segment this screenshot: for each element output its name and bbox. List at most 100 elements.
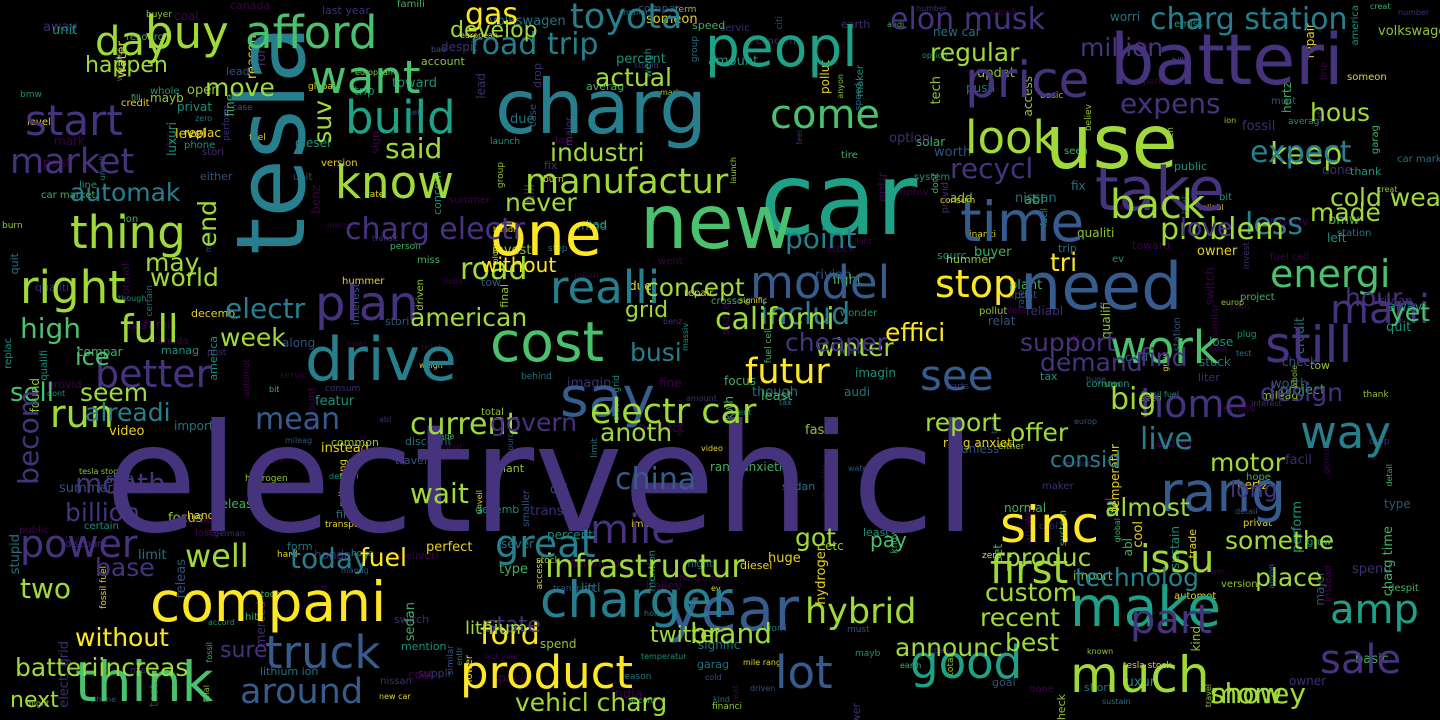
filler-word: either	[998, 442, 1025, 452]
filler-word: wonder	[840, 308, 878, 319]
filler-word: check	[1055, 694, 1068, 720]
word: build	[345, 91, 456, 144]
filler-word: fix	[544, 159, 558, 172]
word: produc	[1005, 543, 1092, 572]
word: use	[1045, 98, 1178, 186]
word: stop	[935, 262, 1018, 306]
word: american	[410, 303, 528, 332]
filler-word: last year	[484, 652, 519, 661]
filler-word: import	[1073, 569, 1113, 583]
word: issu	[1140, 537, 1215, 581]
filler-word: due	[510, 112, 535, 127]
word: recycl	[950, 152, 1034, 185]
word: californi	[715, 302, 835, 337]
filler-word: mention	[401, 640, 447, 653]
word: cost	[490, 310, 605, 374]
filler-word: solar	[916, 135, 946, 149]
filler-word: post	[43, 156, 72, 171]
filler-word: decemb	[475, 503, 520, 516]
filler-word: deliveri	[398, 549, 439, 562]
filler-word: launch	[490, 137, 521, 147]
filler-word: concern	[756, 36, 796, 47]
word: without	[481, 253, 557, 277]
word: buy	[145, 6, 229, 59]
filler-word: cool	[1039, 522, 1058, 532]
filler-word: bit	[269, 385, 280, 394]
word: great	[495, 522, 596, 566]
filler-word: weigh	[419, 361, 443, 370]
filler-word: amount	[708, 54, 759, 69]
filler-word: discount	[65, 539, 108, 550]
filler-word: unit	[293, 172, 313, 183]
filler-word: hard	[125, 322, 146, 332]
filler-word: focus	[168, 511, 203, 526]
word: tri	[1050, 248, 1078, 277]
filler-word: india	[443, 277, 463, 286]
filler-word: european	[460, 31, 498, 40]
word: includ	[760, 297, 851, 332]
word: next	[10, 688, 59, 713]
filler-word: worth	[1271, 377, 1309, 392]
filler-word: push	[966, 81, 996, 95]
filler-word: away	[43, 20, 78, 35]
word: million	[1080, 33, 1164, 62]
filler-word: phone	[184, 140, 216, 151]
word: concept	[645, 273, 745, 302]
filler-word: normal	[1004, 501, 1047, 515]
filler-word: bit	[1219, 192, 1233, 203]
filler-word: stock	[826, 242, 856, 255]
filler-word: lose	[195, 528, 216, 539]
filler-word: garag	[697, 658, 729, 671]
word: base	[95, 553, 155, 582]
filler-word: check	[1282, 355, 1318, 369]
filler-word: unit	[52, 23, 78, 38]
filler-word: repair	[684, 288, 714, 299]
word: consid	[1050, 448, 1122, 473]
filler-word: releas	[216, 497, 253, 511]
filler-word: qualifi	[39, 350, 50, 381]
filler-word: transport	[325, 520, 367, 530]
filler-word: might	[26, 699, 50, 708]
filler-word: sourc	[937, 249, 967, 262]
filler-word: tax	[1040, 370, 1058, 383]
filler-word: ion	[1224, 116, 1237, 125]
filler-word: someon	[1347, 72, 1387, 83]
word: futur	[745, 352, 830, 392]
filler-word: someon	[646, 12, 698, 27]
filler-word: canada	[230, 0, 271, 12]
word: afford	[245, 6, 378, 59]
word: money	[1210, 677, 1306, 710]
filler-word: improv	[894, 187, 929, 198]
filler-word: whole	[150, 86, 180, 97]
filler-word: famili	[144, 318, 178, 332]
filler-word: mark	[660, 88, 681, 97]
filler-word: handl	[493, 225, 516, 234]
filler-word: smaller	[619, 8, 649, 17]
filler-word: project	[1240, 292, 1275, 303]
filler-word: spend	[1352, 562, 1392, 577]
filler-word: trip	[1058, 242, 1077, 255]
filler-word: mileag	[1261, 389, 1299, 402]
filler-word: audi	[844, 385, 870, 399]
filler-word: emiss	[1223, 402, 1256, 415]
word: ford	[480, 617, 540, 652]
filler-word: japan	[1116, 202, 1139, 211]
filler-word: total	[481, 407, 504, 418]
filler-word: updat	[977, 66, 1015, 81]
filler-word: either	[200, 170, 233, 183]
filler-word: reliabl	[1199, 203, 1224, 212]
filler-word: open	[187, 83, 220, 98]
filler-word: speed	[692, 19, 726, 32]
filler-word: fine	[659, 376, 682, 390]
filler-word: rivian	[815, 268, 852, 283]
word: brand	[690, 617, 772, 650]
filler-word: mayb	[855, 649, 881, 659]
filler-word: america	[1350, 5, 1361, 46]
filler-word: spend	[540, 637, 577, 651]
word: need	[1020, 250, 1183, 325]
filler-word: switch	[1203, 267, 1217, 306]
word: charg	[495, 63, 707, 151]
word: market	[10, 142, 135, 182]
word: much	[1070, 646, 1210, 704]
word: place	[1255, 563, 1323, 592]
